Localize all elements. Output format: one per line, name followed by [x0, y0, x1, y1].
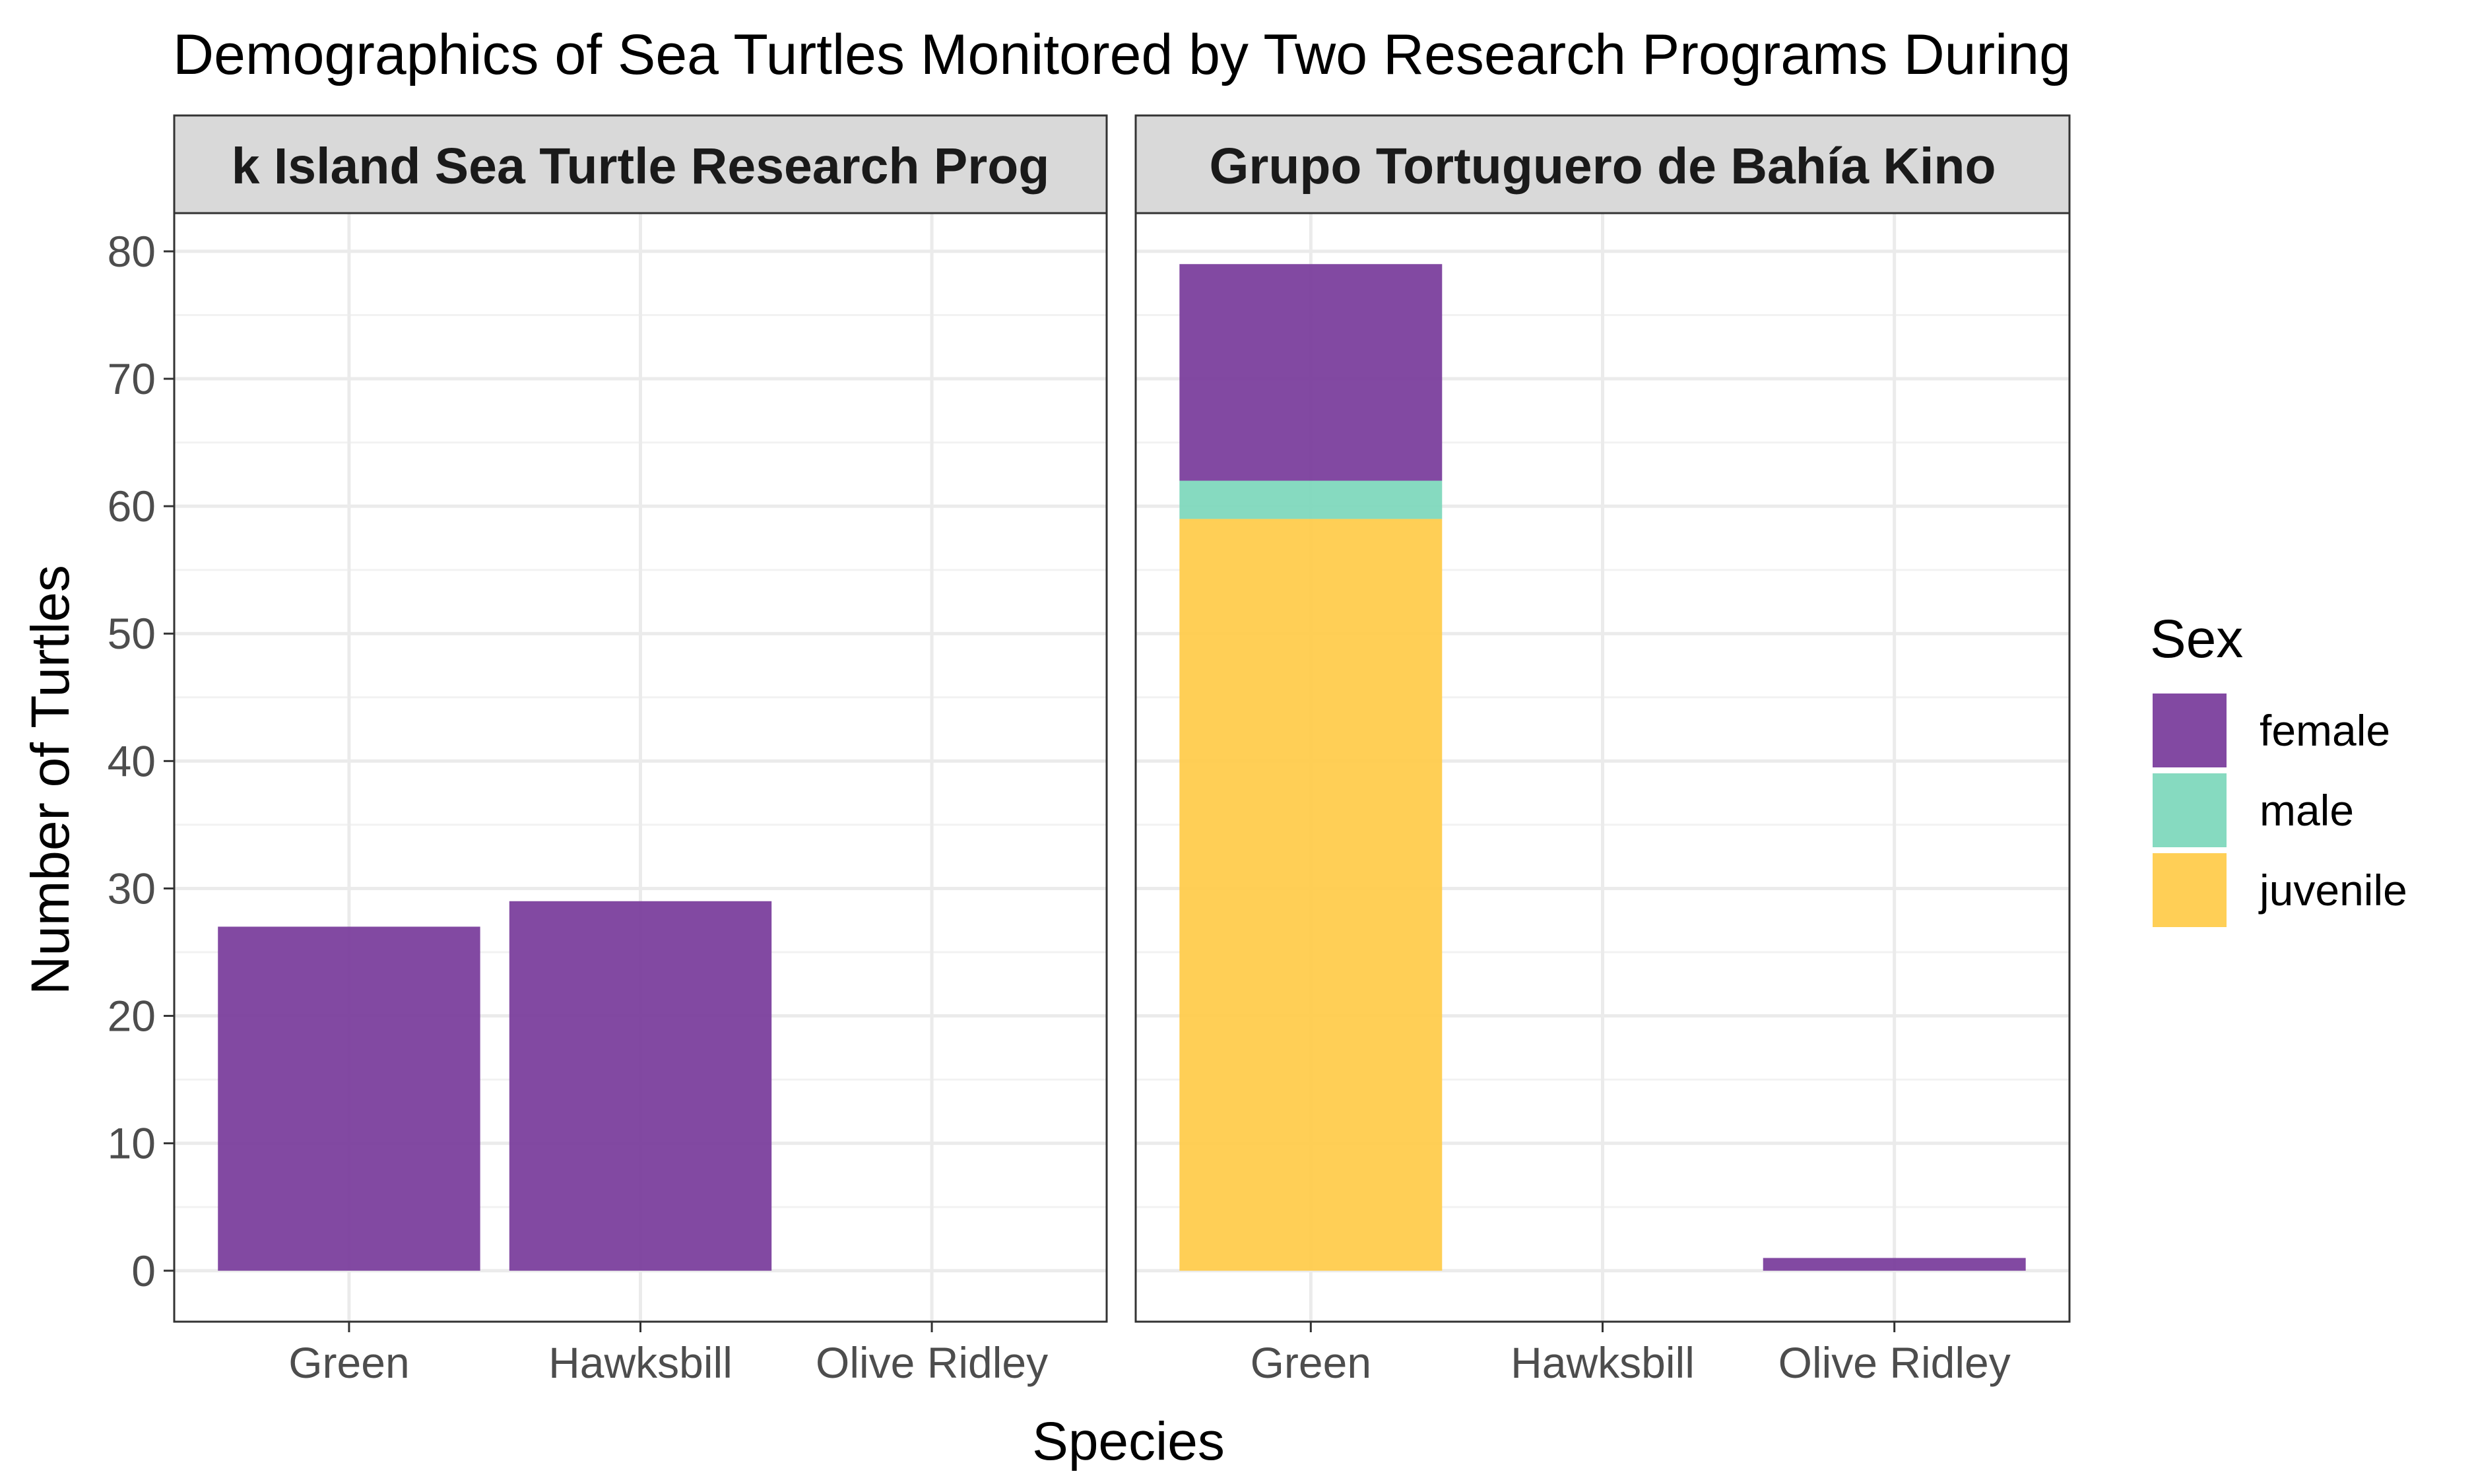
facet-strip [1134, 114, 2071, 214]
facet-panel-1: k Island Sea Turtle Research Prog Green Ha… [108, 114, 1108, 1387]
y-tick-label: 60 [108, 482, 156, 531]
y-tick-label: 30 [108, 864, 156, 913]
legend-title: Sex [2150, 609, 2243, 669]
y-axis-title: Number of Turtles [20, 565, 81, 995]
x-tick-label: Olive Ridley [1778, 1338, 2011, 1387]
legend-swatch-juvenile [2153, 853, 2227, 927]
y-tick-label: 10 [108, 1119, 156, 1168]
legend-label-juvenile: juvenile [2258, 866, 2407, 915]
y-tick-label: 0 [131, 1246, 156, 1295]
facet-panel-2: Grupo Tortuguero de Bahía Kino Green Hawks… [1134, 114, 2071, 1387]
x-axis-title: Species [1032, 1411, 1225, 1471]
bar-female-green [1179, 264, 1443, 481]
bar-male-green [1179, 480, 1443, 519]
bar-juvenile-green [1179, 519, 1443, 1271]
x-tick-label: Hawksbill [1511, 1338, 1695, 1387]
facet-strip-label: Grupo Tortuguero de Bahía Kino [1209, 138, 1996, 195]
y-tick-label: 20 [108, 992, 156, 1041]
bar-female-hawksbill [509, 901, 772, 1271]
y-tick-label: 70 [108, 354, 156, 403]
legend-label-female: female [2260, 706, 2390, 755]
legend-swatch-female [2153, 694, 2227, 767]
legend: Sex female male juvenile [2150, 609, 2407, 927]
facet-strip [173, 114, 1108, 214]
facet-strip-label: k Island Sea Turtle Research Prog [232, 138, 1050, 195]
bar-female-olive-ridley [1763, 1258, 2026, 1271]
x-tick-label: Olive Ridley [816, 1338, 1048, 1387]
legend-label-male: male [2260, 786, 2354, 835]
panels: k Island Sea Turtle Research Prog Green Ha… [108, 114, 2071, 1387]
chart-title: Demographics of Sea Turtles Monitored by… [173, 23, 2071, 86]
y-tick-label: 80 [108, 227, 156, 276]
legend-swatch-male [2153, 773, 2227, 847]
x-tick-label: Green [288, 1338, 409, 1387]
x-tick-label: Hawksbill [548, 1338, 732, 1387]
bar-female-green [218, 926, 480, 1271]
y-tick-label: 40 [108, 736, 156, 785]
y-tick-label: 50 [108, 609, 156, 658]
x-tick-label: Green [1251, 1338, 1371, 1387]
